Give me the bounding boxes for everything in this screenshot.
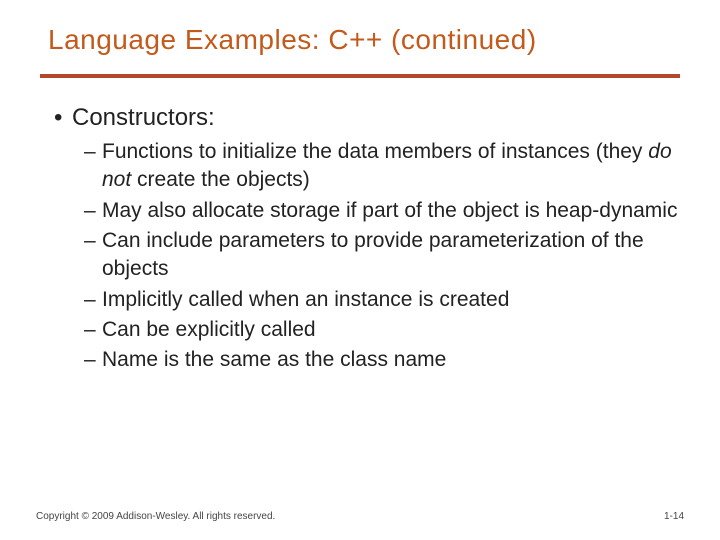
bullet-icon: •: [54, 104, 72, 132]
slide: Language Examples: C++ (continued) •Cons…: [0, 0, 720, 540]
item-text: Name is the same as the class name: [102, 346, 684, 374]
slide-footer: Copyright © 2009 Addison-Wesley. All rig…: [36, 511, 684, 522]
item-text: Can include parameters to provide parame…: [102, 227, 684, 284]
text-pre: Can be explicitly called: [102, 318, 316, 341]
item-text: Can be explicitly called: [102, 316, 684, 344]
item-text: Functions to initialize the data members…: [102, 138, 684, 195]
text-pre: May also allocate storage if part of the…: [102, 199, 677, 222]
dash-icon: –: [84, 138, 102, 195]
list-item: –Can include parameters to provide param…: [84, 227, 684, 284]
text-pre: Functions to initialize the data members…: [102, 140, 648, 163]
slide-content: •Constructors: –Functions to initialize …: [36, 104, 684, 375]
dash-icon: –: [84, 197, 102, 225]
list-item: •Constructors: –Functions to initialize …: [54, 104, 684, 375]
bullet-list-level1: •Constructors: –Functions to initialize …: [54, 104, 684, 375]
dash-icon: –: [84, 346, 102, 374]
text-post: create the objects): [131, 168, 310, 191]
dash-icon: –: [84, 286, 102, 314]
title-rule: [40, 74, 680, 78]
dash-icon: –: [84, 227, 102, 284]
list-item: –Implicitly called when an instance is c…: [84, 286, 684, 314]
item-text: May also allocate storage if part of the…: [102, 197, 684, 225]
page-number: 1-14: [664, 511, 684, 522]
dash-icon: –: [84, 316, 102, 344]
list-item: –Functions to initialize the data member…: [84, 138, 684, 195]
text-pre: Implicitly called when an instance is cr…: [102, 288, 509, 311]
heading-text: Constructors:: [72, 104, 215, 131]
slide-title: Language Examples: C++ (continued): [48, 24, 684, 56]
text-pre: Can include parameters to provide parame…: [102, 229, 644, 280]
bullet-list-level2: –Functions to initialize the data member…: [54, 138, 684, 375]
copyright-text: Copyright © 2009 Addison-Wesley. All rig…: [36, 511, 275, 522]
list-item: –May also allocate storage if part of th…: [84, 197, 684, 225]
list-item: –Name is the same as the class name: [84, 346, 684, 374]
item-text: Implicitly called when an instance is cr…: [102, 286, 684, 314]
text-pre: Name is the same as the class name: [102, 348, 446, 371]
list-item: –Can be explicitly called: [84, 316, 684, 344]
